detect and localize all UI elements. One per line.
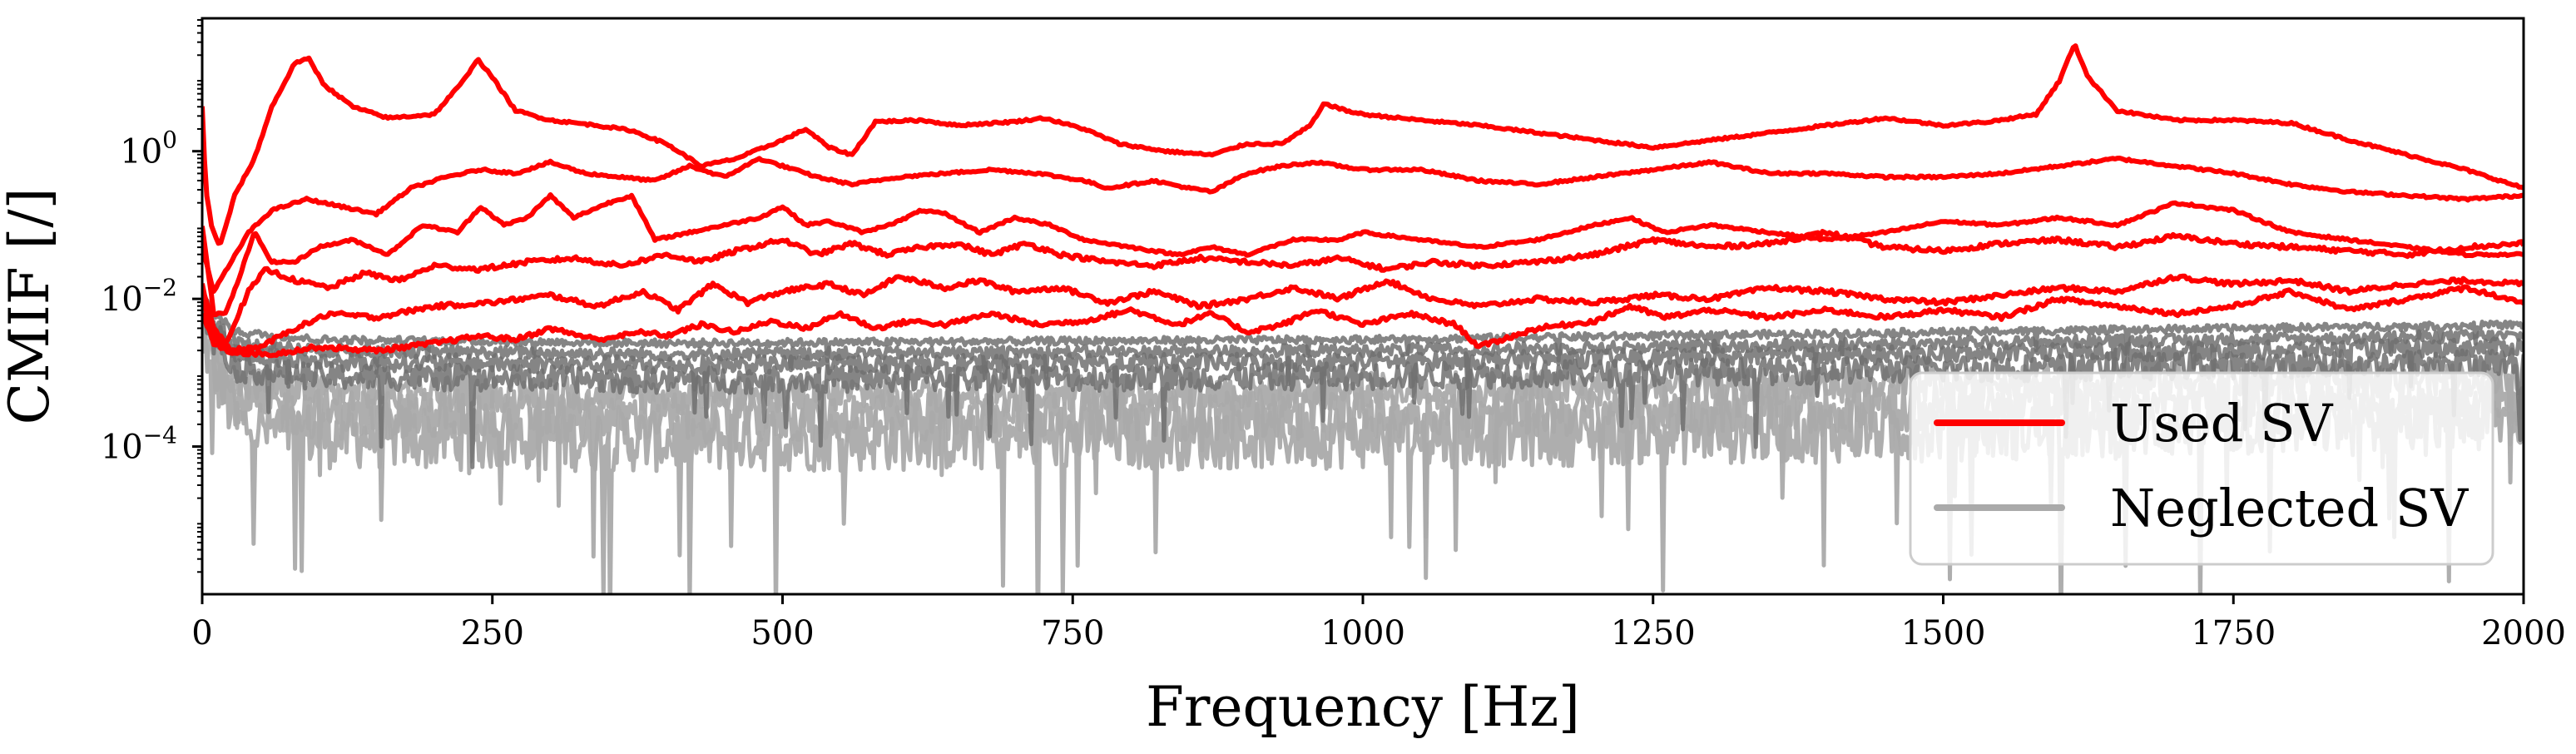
x-axis: 0 250 500 750 1000 1250 1500 1750 2000 (191, 594, 2566, 652)
x-tick-label: 500 (751, 614, 814, 652)
neglected-series-group (202, 290, 2524, 594)
x-tick-label: 1000 (1320, 614, 1405, 652)
x-tick-label: 2000 (2481, 614, 2566, 652)
x-tick-label: 0 (191, 614, 212, 652)
y-axis: 100 10−2 10−4 (101, 18, 202, 573)
x-tick-label: 1500 (1901, 614, 1986, 652)
legend-label-neglected: Neglected SV (2110, 478, 2469, 538)
neglected-sv-4 (202, 304, 2524, 469)
y-tick-label: 10−2 (101, 274, 177, 319)
used-sv-4 (202, 229, 2524, 346)
legend-label-used: Used SV (2110, 393, 2334, 454)
used-sv-1 (202, 43, 2524, 246)
used-sv-2 (202, 156, 2524, 294)
used-sv-3 (202, 192, 2524, 318)
used-sv-6 (202, 284, 2524, 359)
x-tick-label: 1750 (2191, 614, 2276, 652)
used-series-group (202, 43, 2524, 359)
legend: Used SV Neglected SV (1909, 371, 2494, 566)
y-tick-label: 100 (120, 126, 177, 171)
used-sv-5 (202, 273, 2524, 355)
x-axis-title: Frequency [Hz] (1146, 675, 1580, 739)
x-tick-label: 750 (1041, 614, 1104, 652)
neglected-sv-1 (202, 290, 2524, 364)
y-axis-title: CMIF [/] (0, 188, 62, 425)
x-tick-label: 250 (461, 614, 524, 652)
neglected-sv-3 (202, 304, 2524, 423)
y-tick-label: 10−4 (101, 422, 177, 467)
x-tick-label: 1250 (1611, 614, 1696, 652)
neglected-sv-2 (202, 301, 2524, 389)
